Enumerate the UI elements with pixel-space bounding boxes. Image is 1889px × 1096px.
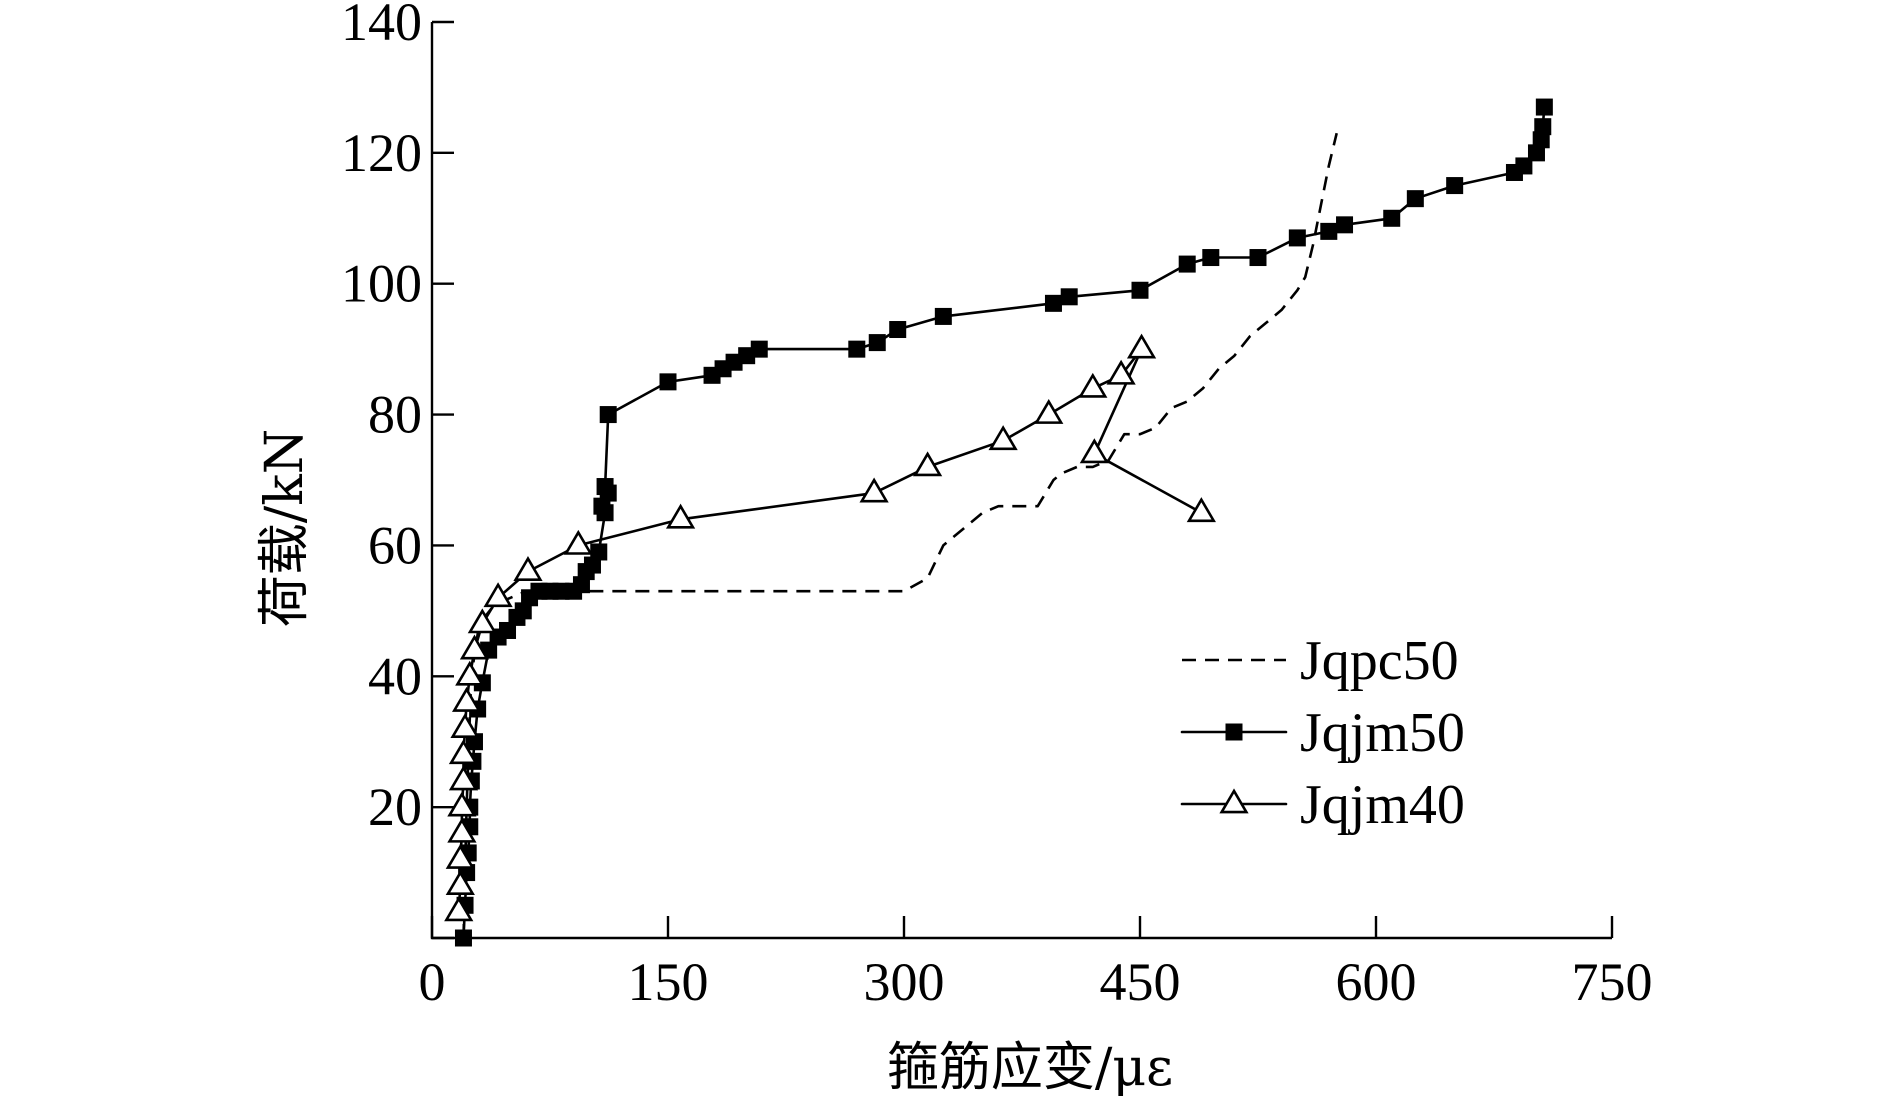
data-point-triangle: [912, 451, 943, 477]
data-point-triangle: [988, 425, 1018, 451]
data-point-triangle: [448, 739, 479, 765]
legend-item-jqpc50: Jqpc50: [1182, 630, 1459, 692]
x-tick-label: 450: [1100, 952, 1181, 1012]
y-tick-label: 60: [368, 515, 422, 575]
data-point-triangle: [1078, 372, 1108, 398]
data-point-triangle: [563, 529, 593, 555]
data-point-square: [1336, 216, 1354, 234]
data-point-triangle: [1079, 438, 1109, 464]
series-line: [457, 347, 1203, 914]
data-point-triangle: [459, 634, 490, 660]
y-tick-label: 40: [368, 646, 422, 706]
legend-item-jqjm50: Jqjm50: [1180, 702, 1465, 764]
data-point-square: [889, 321, 907, 339]
data-point-square: [1406, 190, 1424, 208]
legend-label: Jqjm40: [1300, 774, 1465, 836]
data-point-square: [1060, 288, 1078, 306]
data-point-triangle: [467, 608, 497, 634]
series-layer: [444, 98, 1553, 947]
data-point-square: [1249, 249, 1267, 267]
data-point-square: [848, 340, 866, 358]
data-point-triangle: [1219, 788, 1249, 814]
y-tick-label: 100: [341, 254, 422, 314]
data-point-triangle: [451, 686, 482, 712]
x-tick-label: 600: [1336, 952, 1417, 1012]
data-point-square: [1515, 157, 1533, 175]
data-point-square: [868, 334, 886, 352]
data-point-triangle: [447, 791, 477, 817]
data-point-square: [750, 340, 768, 358]
data-point-square: [1202, 249, 1220, 267]
x-axis-title: 箍筋应变/με: [887, 1038, 1173, 1096]
data-point-square: [1225, 723, 1243, 741]
data-point-square: [1320, 222, 1338, 240]
x-tick-label: 750: [1572, 952, 1653, 1012]
data-point-square: [596, 478, 614, 496]
data-point-square: [499, 621, 517, 639]
data-point-triangle: [448, 765, 479, 791]
data-point-triangle: [1106, 359, 1136, 385]
data-point-triangle: [1186, 497, 1216, 523]
data-point-triangle: [455, 660, 485, 686]
series-jqjm40: [444, 333, 1216, 922]
data-point-square: [1446, 177, 1464, 195]
x-tick-label: 150: [628, 952, 709, 1012]
data-point-square: [454, 929, 472, 947]
data-point-triangle: [1126, 333, 1157, 359]
data-point-square: [659, 373, 677, 391]
data-point-square: [1178, 255, 1196, 273]
data-point-square: [599, 406, 617, 424]
y-tick-label: 140: [341, 0, 422, 52]
legend: Jqpc50 Jqjm50 Jqjm40: [1180, 630, 1465, 836]
data-point-triangle: [444, 896, 474, 922]
y-axis-title: 荷载/kN: [255, 429, 315, 628]
y-tick-label: 80: [368, 385, 422, 445]
data-point-square: [1044, 294, 1062, 312]
data-point-square: [590, 543, 608, 561]
data-point-triangle: [859, 477, 889, 503]
data-point-square: [1534, 118, 1552, 136]
data-point-triangle: [483, 582, 513, 608]
legend-label: Jqjm50: [1300, 702, 1465, 764]
axes: 0 150 300 450 600 750 20 40 60 80 100 120 140: [341, 0, 1653, 1012]
data-point-square: [1131, 281, 1149, 299]
data-point-triangle: [1034, 399, 1064, 424]
legend-label: Jqpc50: [1300, 630, 1459, 692]
data-point-square: [1535, 98, 1553, 116]
data-point-triangle: [447, 817, 477, 843]
data-point-square: [934, 307, 952, 325]
data-point-triangle: [513, 556, 543, 581]
y-tick-label: 20: [368, 777, 422, 837]
y-tick-label: 120: [341, 123, 422, 183]
data-point-triangle: [445, 870, 475, 896]
data-point-triangle: [665, 503, 696, 529]
x-tick-label: 300: [864, 952, 945, 1012]
data-point-square: [1288, 229, 1306, 247]
legend-item-jqjm40: Jqjm40: [1180, 774, 1465, 836]
data-point-square: [1383, 209, 1401, 227]
data-point-triangle: [450, 713, 480, 738]
data-point-triangle: [445, 843, 475, 869]
x-tick-label: 0: [419, 952, 446, 1012]
